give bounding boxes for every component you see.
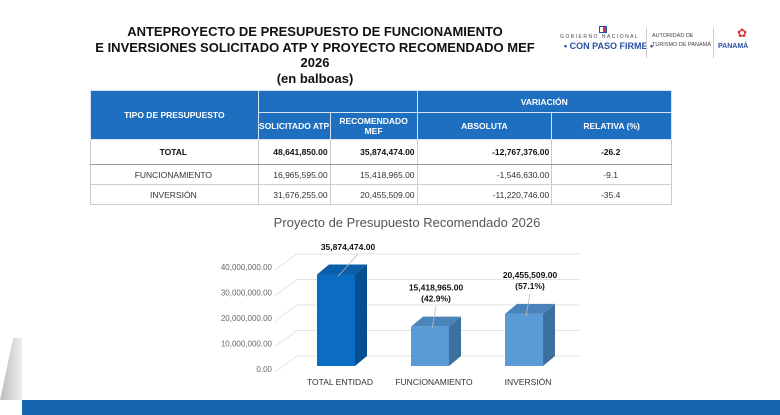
atp-logo: AUTORIDAD DE TURISMO DE PANAMÁ — [652, 33, 711, 48]
gridline — [274, 253, 580, 271]
bar — [317, 274, 355, 366]
divider — [646, 28, 647, 58]
data-label: 15,418,965.00 — [409, 283, 464, 293]
header-solicitado: SOLICITADO ATP — [257, 112, 331, 140]
bar-top — [317, 264, 367, 275]
data-label: 20,455,509.00 — [503, 270, 558, 280]
x-tick-label: INVERSIÓN — [505, 377, 552, 387]
y-tick-label: 40,000,000.00 — [221, 263, 273, 272]
y-tick-label: 0.00 — [256, 365, 272, 374]
header-relativa: RELATIVA (%) — [551, 112, 672, 140]
y-tick-label: 10,000,000.00 — [221, 340, 273, 349]
divider — [713, 28, 714, 58]
bar — [411, 326, 449, 366]
bar-top — [411, 316, 461, 327]
header-tipo: TIPO DE PRESUPUESTO — [90, 90, 259, 140]
flag-icon — [599, 26, 607, 33]
gridline — [274, 279, 580, 296]
header-absoluta: ABSOLUTA — [416, 112, 553, 140]
y-tick-label: 30,000,000.00 — [221, 289, 273, 298]
gridline — [274, 304, 580, 322]
bar — [505, 313, 543, 366]
data-label: (42.9%) — [421, 294, 451, 304]
leader-line — [525, 293, 531, 316]
bar-side — [543, 303, 555, 366]
chart-title: Proyecto de Presupuesto Recomendado 2026 — [274, 215, 541, 230]
logos: GOBIERNO NACIONAL • CON PASO FIRME • AUT… — [560, 26, 775, 60]
data-label: 35,874,474.00 — [321, 242, 376, 252]
budget-table: TIPO DE PRESUPUESTO VARIACIÓN SOLICITADO… — [90, 90, 673, 205]
header-variacion: VARIACIÓN — [416, 90, 673, 113]
bar-top — [505, 303, 555, 314]
panama-logo-icon: ✿ — [737, 26, 748, 40]
table-row: INVERSIÓN 31,676,255.00 20,455,509.00 -11,2… — [90, 184, 672, 205]
leader-line — [337, 253, 359, 277]
y-tick-label: 20,000,000.00 — [221, 314, 273, 323]
header-recomendado: RECOMENDADO MEF — [329, 112, 418, 140]
x-tick-label: TOTAL ENTIDAD — [307, 377, 373, 387]
x-tick-label: FUNCIONAMIENTO — [395, 377, 473, 387]
gridline — [274, 355, 580, 373]
gridline — [274, 330, 580, 347]
bar-side — [355, 264, 367, 366]
bar-side — [449, 316, 461, 366]
data-label: (57.1%) — [515, 281, 545, 291]
footer-band — [22, 400, 780, 415]
leader-line — [431, 306, 437, 329]
page-title: ANTEPROYECTO DE PRESUPUESTO DE FUNCIONAM… — [95, 24, 535, 86]
